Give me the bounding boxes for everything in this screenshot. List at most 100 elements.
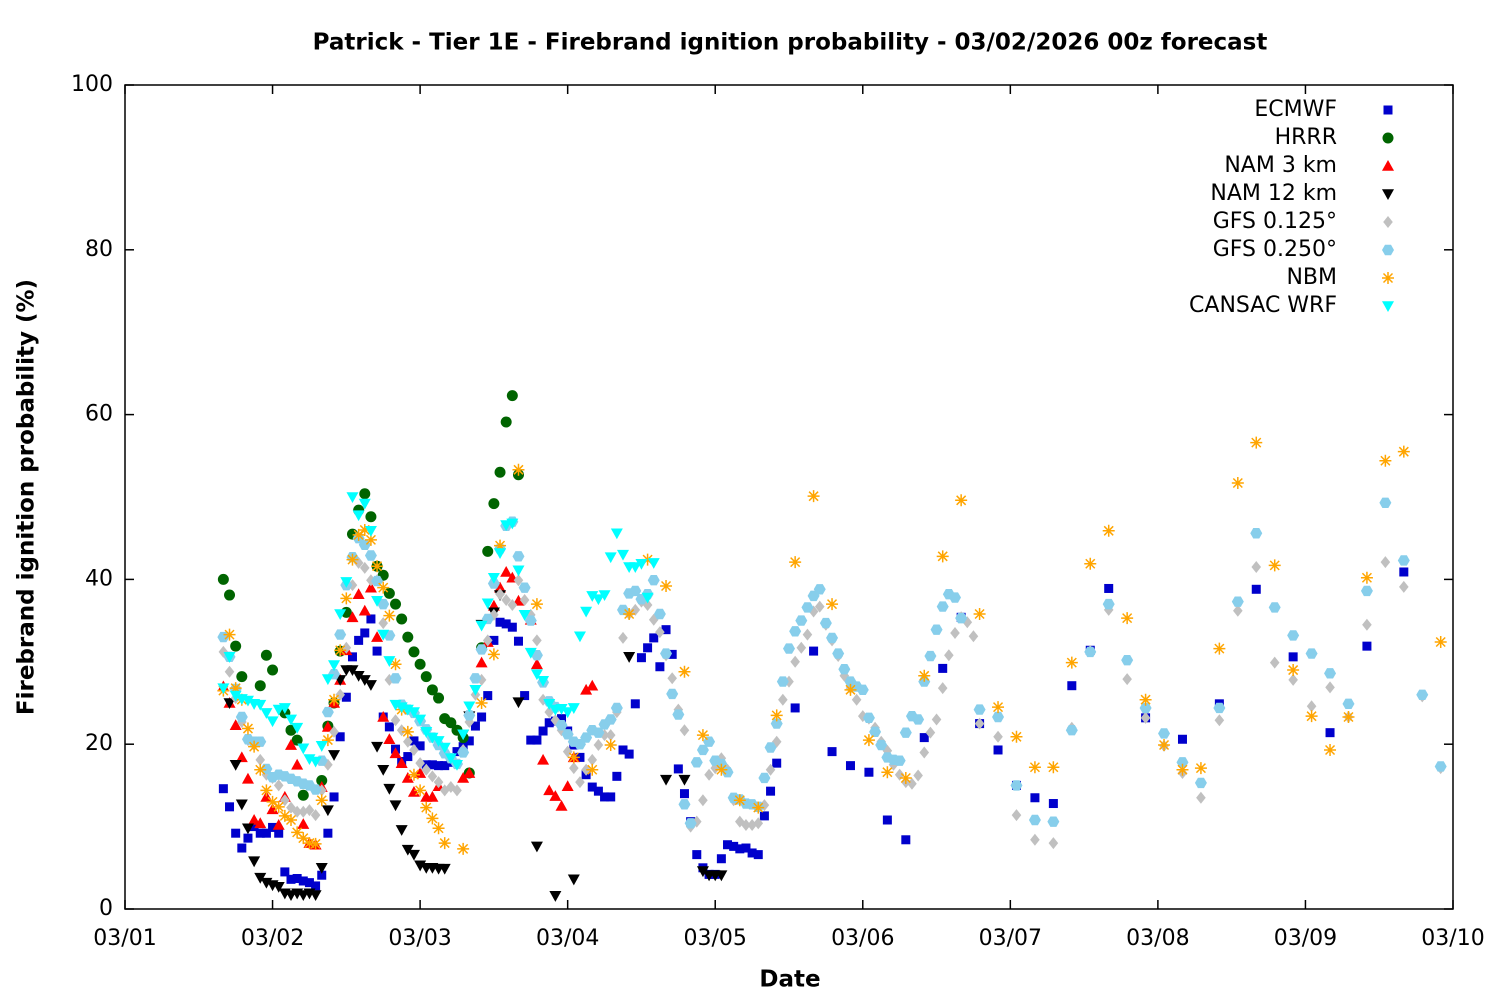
marker xyxy=(772,758,782,768)
marker xyxy=(882,815,892,825)
marker xyxy=(813,584,826,595)
marker xyxy=(396,613,408,625)
marker xyxy=(673,764,683,774)
marker xyxy=(555,720,568,731)
marker xyxy=(291,758,304,770)
marker xyxy=(696,729,709,742)
marker xyxy=(371,560,384,573)
marker xyxy=(512,463,525,476)
marker xyxy=(1010,730,1023,743)
marker xyxy=(678,665,691,678)
marker xyxy=(955,612,968,624)
marker xyxy=(414,714,427,726)
marker xyxy=(1102,598,1115,610)
marker xyxy=(1342,711,1355,724)
marker xyxy=(500,565,513,577)
x-tick-label: 03/03 xyxy=(388,926,451,951)
marker xyxy=(231,828,241,838)
marker xyxy=(1324,743,1337,756)
legend-marker xyxy=(1382,244,1394,256)
marker xyxy=(470,721,480,731)
marker xyxy=(1084,646,1097,658)
marker xyxy=(309,890,322,901)
marker xyxy=(346,553,359,566)
marker xyxy=(384,673,395,686)
marker xyxy=(532,735,542,745)
marker xyxy=(741,818,751,831)
marker xyxy=(254,699,267,711)
marker xyxy=(549,891,562,902)
marker xyxy=(298,876,308,886)
marker xyxy=(352,510,365,522)
marker xyxy=(230,640,242,652)
marker xyxy=(1158,728,1171,739)
marker xyxy=(790,703,800,713)
marker xyxy=(704,768,714,781)
legend-label: HRRR xyxy=(1275,125,1337,150)
marker xyxy=(452,784,462,797)
marker xyxy=(1102,524,1115,537)
marker xyxy=(648,613,659,626)
marker xyxy=(1176,763,1189,776)
marker xyxy=(438,863,451,875)
marker xyxy=(273,779,284,792)
marker xyxy=(501,594,511,606)
marker xyxy=(340,577,353,588)
marker xyxy=(955,494,968,507)
marker xyxy=(912,714,925,725)
marker xyxy=(346,611,359,623)
marker xyxy=(254,680,266,692)
legend-label: NAM 3 km xyxy=(1224,153,1337,178)
marker xyxy=(919,746,930,759)
marker xyxy=(352,671,365,682)
marker xyxy=(364,581,377,593)
marker xyxy=(524,615,537,626)
marker xyxy=(862,712,875,724)
marker xyxy=(1324,668,1337,679)
marker xyxy=(346,492,359,503)
marker xyxy=(433,776,444,789)
marker xyxy=(377,598,390,610)
marker xyxy=(383,609,396,622)
marker xyxy=(297,818,310,829)
marker xyxy=(309,784,322,795)
marker xyxy=(321,706,334,718)
marker xyxy=(789,626,802,637)
marker xyxy=(557,714,567,724)
marker xyxy=(993,730,1003,743)
marker xyxy=(328,750,341,761)
marker xyxy=(229,690,242,702)
marker xyxy=(1028,814,1041,826)
marker xyxy=(641,592,654,604)
marker xyxy=(918,669,931,682)
marker xyxy=(335,732,345,742)
marker xyxy=(1251,561,1262,574)
marker xyxy=(235,751,248,763)
marker xyxy=(249,822,259,832)
marker xyxy=(223,698,236,709)
marker xyxy=(475,644,488,655)
marker xyxy=(274,828,284,838)
marker xyxy=(826,632,839,644)
y-tick-label: 60 xyxy=(85,402,113,427)
marker xyxy=(1416,689,1429,700)
marker xyxy=(1268,559,1281,572)
marker xyxy=(254,763,267,776)
marker xyxy=(1140,711,1151,724)
marker xyxy=(469,685,482,696)
marker xyxy=(606,792,616,802)
marker xyxy=(580,683,593,695)
marker xyxy=(272,800,285,813)
marker xyxy=(1231,476,1244,489)
marker xyxy=(555,703,568,715)
marker xyxy=(1010,780,1023,791)
marker xyxy=(1251,584,1261,594)
marker xyxy=(636,653,646,663)
marker xyxy=(512,551,525,562)
marker xyxy=(1065,724,1078,736)
marker xyxy=(660,648,673,659)
legend-label: GFS 0.250° xyxy=(1213,237,1337,262)
marker xyxy=(851,693,862,706)
marker xyxy=(321,805,334,817)
marker xyxy=(433,692,445,704)
